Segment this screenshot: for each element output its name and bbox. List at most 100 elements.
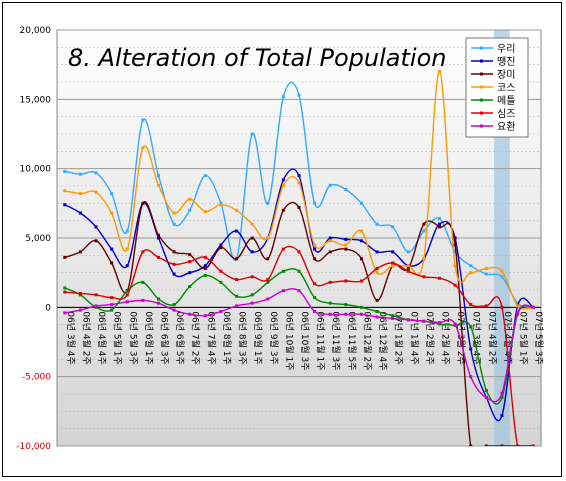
data-point <box>110 192 114 196</box>
data-point <box>94 239 98 243</box>
data-point <box>141 118 145 122</box>
data-point <box>344 243 348 247</box>
legend-label: 장미 <box>497 69 515 81</box>
data-point <box>156 233 160 237</box>
data-point <box>281 269 285 273</box>
data-point <box>203 267 207 271</box>
data-point <box>110 308 114 312</box>
data-point <box>266 297 270 301</box>
data-point <box>406 264 410 268</box>
x-tick-label: 06년 6월 5주 <box>174 311 186 364</box>
data-point <box>266 257 270 261</box>
data-point <box>438 70 442 74</box>
data-point <box>250 222 254 226</box>
data-point <box>156 297 160 301</box>
data-point <box>328 183 332 187</box>
y-tick-label: -10,000 <box>16 442 51 452</box>
data-point <box>297 174 301 178</box>
x-tick-label: 07년 5월 3주 <box>533 311 545 364</box>
data-point <box>203 255 207 259</box>
data-point <box>141 201 145 205</box>
data-point <box>500 391 504 395</box>
data-point <box>172 250 176 254</box>
data-point <box>531 305 535 309</box>
data-point <box>110 261 114 265</box>
data-point <box>422 229 426 233</box>
data-point <box>94 171 98 175</box>
data-point <box>156 301 160 305</box>
data-point <box>250 132 254 136</box>
data-point <box>328 280 332 284</box>
x-tick-label: 06년 10월 3주 <box>299 311 311 370</box>
data-point <box>281 183 285 187</box>
data-point <box>78 308 82 312</box>
data-point <box>203 174 207 178</box>
data-point <box>125 289 129 293</box>
legend-label: 우리 <box>497 43 515 55</box>
data-point <box>313 247 317 251</box>
data-point <box>391 225 395 229</box>
legend-marker <box>480 111 483 115</box>
data-point <box>110 247 114 251</box>
data-point <box>250 301 254 305</box>
data-point <box>156 183 160 187</box>
data-point <box>188 197 192 201</box>
data-point <box>203 273 207 277</box>
legend-marker <box>480 124 483 128</box>
x-tick-label: 06년 8월 1주 <box>221 311 233 364</box>
data-point <box>188 260 192 264</box>
y-tick-label: -5,000 <box>22 373 51 383</box>
data-point <box>391 261 395 265</box>
data-point <box>469 271 473 275</box>
data-point <box>235 229 239 233</box>
x-tick-label: 07년 4월 2주 <box>486 311 498 364</box>
data-point <box>313 296 317 300</box>
data-point <box>266 280 270 284</box>
data-point <box>484 395 488 399</box>
data-point <box>469 303 473 307</box>
y-tick-label: 20,000 <box>20 26 52 36</box>
data-point <box>375 250 379 254</box>
data-point <box>141 146 145 150</box>
x-tick-label: 07년 5월 1주 <box>518 311 530 364</box>
data-point <box>359 201 363 205</box>
data-point <box>344 187 348 191</box>
x-tick-label: 06년 7월 2주 <box>190 311 202 364</box>
x-tick-label: 06년 9월 1주 <box>252 311 264 364</box>
data-point <box>469 325 473 329</box>
data-point <box>484 272 488 276</box>
x-tick-label: 06년 6월 1주 <box>143 311 155 364</box>
data-point <box>141 280 145 284</box>
data-point <box>188 312 192 316</box>
data-point <box>110 296 114 300</box>
data-point <box>453 264 457 268</box>
data-point <box>203 314 207 318</box>
data-point <box>203 264 207 268</box>
data-point <box>375 222 379 226</box>
y-tick-label: 10,000 <box>20 165 52 175</box>
data-point <box>438 217 442 221</box>
data-point <box>78 211 82 215</box>
x-tick-label: 06년 11월 3주 <box>330 311 342 370</box>
legend-marker <box>480 46 483 50</box>
x-tick-label: 06년 9월 3주 <box>268 311 280 364</box>
legend-label: 요환 <box>497 121 515 133</box>
data-point <box>406 250 410 254</box>
data-point <box>469 347 473 351</box>
data-point <box>453 236 457 240</box>
data-point <box>484 389 488 393</box>
data-point <box>391 314 395 318</box>
data-point <box>313 243 317 247</box>
data-point <box>203 210 207 214</box>
x-tick-label: 06년 6월 3주 <box>158 311 170 364</box>
data-point <box>469 444 473 446</box>
data-point <box>235 208 239 212</box>
data-point <box>406 318 410 322</box>
x-tick-label: 06년 3월 4주 <box>65 311 77 364</box>
x-tick-label: 06년 5월 1주 <box>112 311 124 364</box>
data-point <box>297 250 301 254</box>
data-point <box>516 301 520 305</box>
data-point <box>484 304 488 308</box>
data-point <box>172 262 176 266</box>
data-point <box>63 311 67 315</box>
